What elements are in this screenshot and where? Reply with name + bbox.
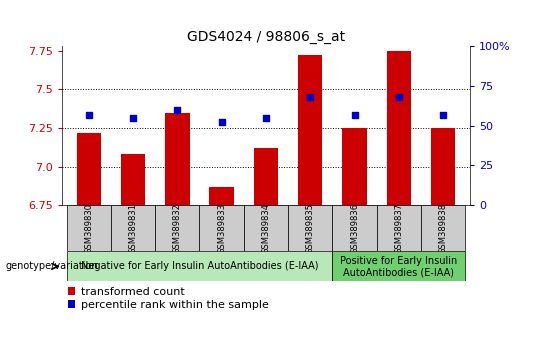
Point [439,112,448,117]
Text: GSM389833: GSM389833 [217,203,226,254]
Text: Positive for Early Insulin
AutoAntibodies (E-IAA): Positive for Early Insulin AutoAntibodie… [340,256,457,277]
Point [129,115,137,120]
Text: genotype/variation: genotype/variation [5,261,98,272]
Bar [165,113,190,205]
Bar [333,205,377,251]
Point [262,115,271,120]
Bar [66,251,333,281]
Point [306,94,315,100]
Bar [121,154,145,205]
Bar [244,205,288,251]
Bar [333,251,465,281]
Legend: transformed count, percentile rank within the sample: transformed count, percentile rank withi… [68,287,269,310]
Text: GSM389836: GSM389836 [350,203,359,254]
Bar [431,128,455,205]
Text: GSM389835: GSM389835 [306,203,315,254]
Bar [199,205,244,251]
Text: GSM389834: GSM389834 [261,203,271,254]
Point [217,120,226,125]
Bar [210,187,234,205]
Bar [288,205,333,251]
Bar [298,55,322,205]
Bar [342,128,367,205]
Bar [111,205,155,251]
Point [395,94,403,100]
Text: GSM389837: GSM389837 [394,203,403,254]
Title: GDS4024 / 98806_s_at: GDS4024 / 98806_s_at [187,30,345,44]
Text: GSM389838: GSM389838 [438,203,448,254]
Bar [254,148,278,205]
Point [350,112,359,117]
Point [84,112,93,117]
Point [173,107,181,113]
Bar [66,205,111,251]
Bar [155,205,199,251]
Bar [421,205,465,251]
Text: GSM389831: GSM389831 [129,203,138,254]
Bar [387,51,411,205]
Bar [77,133,101,205]
Text: GSM389830: GSM389830 [84,203,93,254]
Bar [377,205,421,251]
Text: GSM389832: GSM389832 [173,203,182,254]
Text: Negative for Early Insulin AutoAntibodies (E-IAA): Negative for Early Insulin AutoAntibodie… [80,261,318,272]
